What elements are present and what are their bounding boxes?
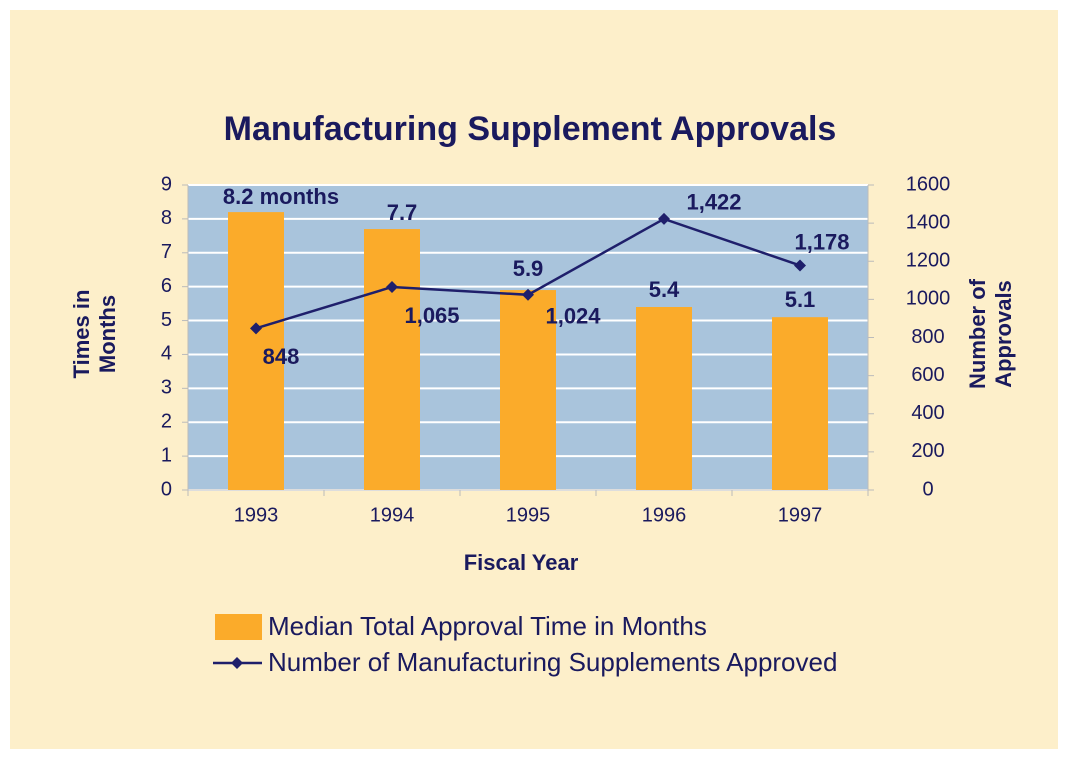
data-label: 1,065 (404, 303, 459, 328)
y2-tick-label: 1600 (906, 173, 951, 195)
legend-label: Number of Manufacturing Supplements Appr… (268, 647, 837, 677)
chart-title: Manufacturing Supplement Approvals (224, 110, 837, 148)
x-tick-label: 1997 (778, 504, 823, 526)
marker (386, 280, 398, 293)
y-tick-label: 5 (161, 309, 172, 331)
x-tick-label: 1994 (370, 504, 415, 526)
legend-swatch (231, 657, 243, 669)
y-tick-label: 2 (161, 411, 172, 433)
bar (500, 290, 556, 490)
data-label: 1,422 (686, 190, 741, 215)
y-tick-label: 9 (161, 173, 172, 195)
y-tick-label: 8 (161, 207, 172, 229)
x-tick-label: 1995 (506, 504, 551, 526)
y2-tick-label: 1400 (906, 211, 951, 233)
y-axis-label: Times in Months (69, 289, 120, 379)
y2-tick-label: 600 (911, 364, 944, 386)
bar (364, 229, 420, 491)
bar (772, 317, 828, 490)
marker (658, 212, 670, 225)
y-tick-label: 1 (161, 444, 172, 466)
y2-tick-label: 1200 (906, 250, 951, 272)
x-tick-label: 1993 (234, 504, 279, 526)
y2-tick-label: 1000 (906, 288, 951, 310)
y2-axis-label: Number of Approvals (965, 279, 1016, 389)
x-tick-label: 1996 (642, 504, 687, 526)
data-label: 1,178 (794, 229, 849, 254)
legend-swatch (215, 614, 262, 640)
bar (228, 212, 284, 490)
data-label: 848 (263, 344, 300, 369)
y-tick-label: 6 (161, 275, 172, 297)
marker (250, 322, 262, 335)
y-tick-label: 3 (161, 377, 172, 399)
y-tick-label: 7 (161, 241, 172, 263)
y2-tick-label: 800 (911, 326, 944, 348)
y2-tick-label: 400 (911, 402, 944, 424)
marker (794, 259, 806, 272)
data-label: 5.9 (513, 256, 544, 281)
data-label: 1,024 (545, 304, 601, 329)
y-tick-label: 4 (161, 343, 172, 365)
y2-tick-label: 0 (922, 478, 933, 500)
data-label: 5.1 (785, 287, 816, 312)
legend-label: Median Total Approval Time in Months (268, 611, 707, 641)
marker (522, 288, 534, 301)
bar (636, 307, 692, 490)
y2-tick-label: 200 (911, 440, 944, 462)
x-axis-label: Fiscal Year (464, 550, 579, 575)
data-label: 8.2 months (223, 184, 339, 209)
data-label: 7.7 (387, 200, 418, 225)
y-tick-label: 0 (161, 478, 172, 500)
data-label: 5.4 (649, 277, 680, 302)
